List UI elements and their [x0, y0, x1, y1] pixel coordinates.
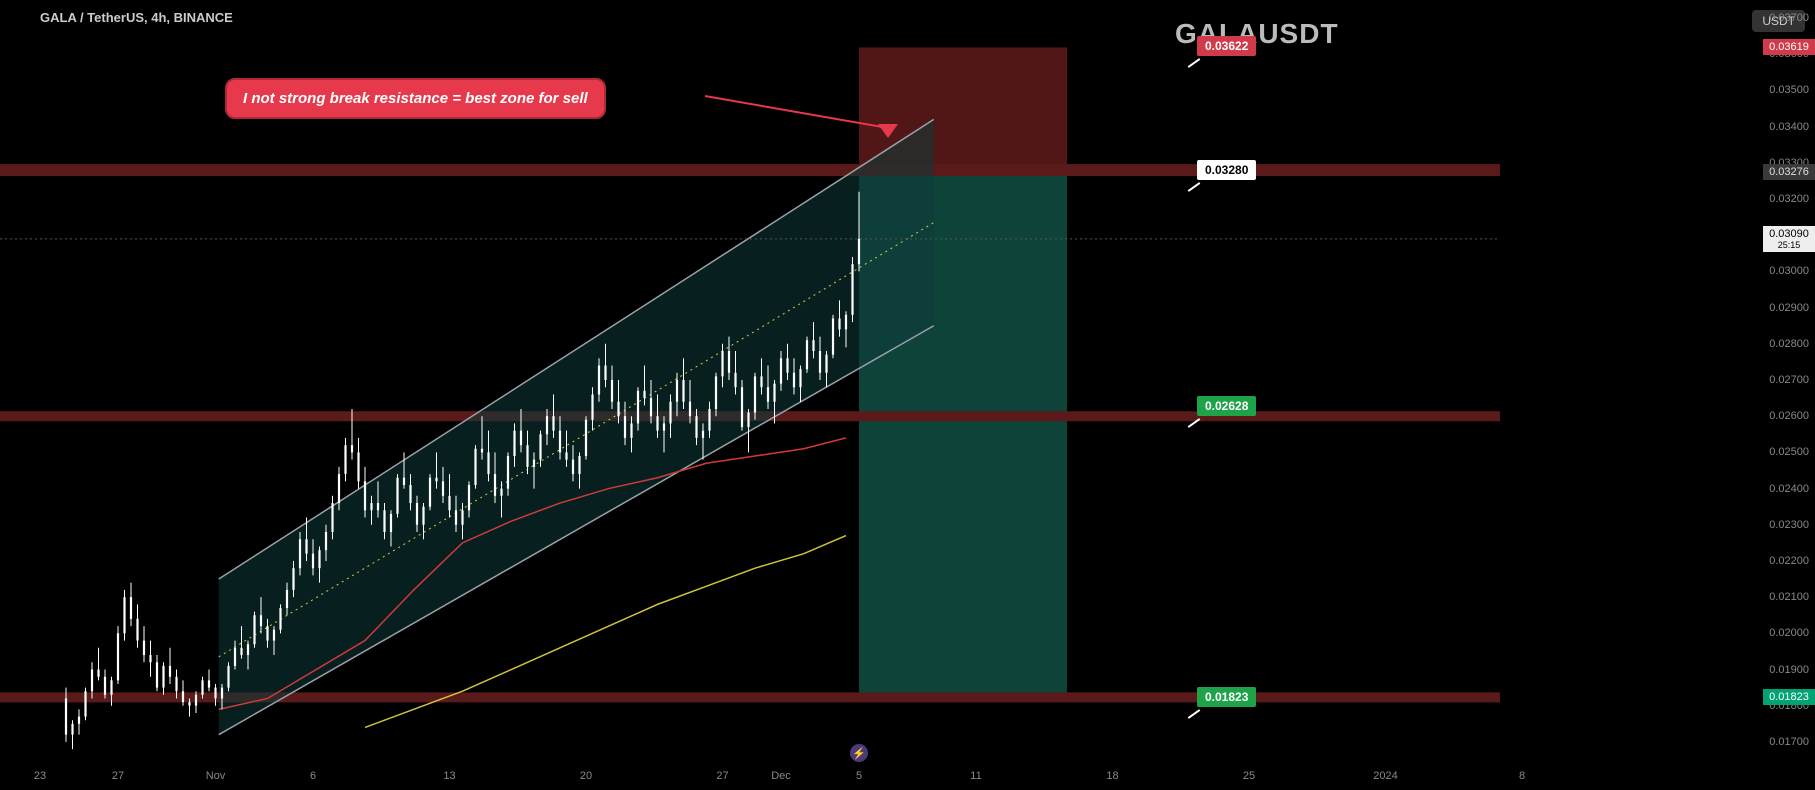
- axis-price-label: 0.0309025:15: [1763, 226, 1815, 252]
- y-tick: 0.02200: [1769, 555, 1809, 567]
- y-tick: 0.02400: [1769, 483, 1809, 495]
- x-tick: 18: [1106, 770, 1118, 782]
- x-tick: 13: [443, 770, 455, 782]
- x-axis[interactable]: 2327Nov6132027Dec511182520248⚡: [0, 760, 1500, 790]
- y-tick: 0.02100: [1769, 591, 1809, 603]
- axis-price-label: 0.01823: [1763, 689, 1815, 705]
- annotation-pointer-icon: [878, 124, 898, 138]
- chart-svg: [0, 0, 1500, 760]
- x-tick: 8: [1519, 770, 1525, 782]
- price-label[interactable]: 0.03622: [1197, 36, 1256, 56]
- x-tick: 5: [856, 770, 862, 782]
- x-tick: 27: [112, 770, 124, 782]
- chart-area[interactable]: [0, 0, 1500, 760]
- x-tick: 20: [580, 770, 592, 782]
- x-tick: Nov: [206, 770, 226, 782]
- axis-price-label: 0.03276: [1763, 164, 1815, 180]
- y-tick: 0.02600: [1769, 410, 1809, 422]
- y-tick: 0.03200: [1769, 193, 1809, 205]
- y-tick: 0.02000: [1769, 627, 1809, 639]
- annotation-callout[interactable]: I not strong break resistance = best zon…: [225, 78, 606, 119]
- price-label[interactable]: 0.01823: [1197, 687, 1256, 707]
- x-tick: 23: [34, 770, 46, 782]
- y-tick: 0.01700: [1769, 736, 1809, 748]
- price-label[interactable]: 0.03280: [1197, 160, 1256, 180]
- symbol-header: GALA / TetherUS, 4h, BINANCE: [40, 10, 233, 25]
- x-tick: 27: [716, 770, 728, 782]
- y-tick: 0.02300: [1769, 519, 1809, 531]
- y-tick: 0.02700: [1769, 374, 1809, 386]
- x-tick: 6: [310, 770, 316, 782]
- y-tick: 0.03500: [1769, 84, 1809, 96]
- y-tick: 0.03700: [1769, 12, 1809, 24]
- y-tick: 0.02800: [1769, 338, 1809, 350]
- y-tick: 0.02900: [1769, 302, 1809, 314]
- x-tick: 2024: [1373, 770, 1397, 782]
- y-axis[interactable]: 0.037000.036000.035000.034000.033000.032…: [1750, 0, 1815, 760]
- x-tick: 25: [1243, 770, 1255, 782]
- x-tick: 11: [970, 770, 981, 782]
- price-label[interactable]: 0.02628: [1197, 396, 1256, 416]
- y-tick: 0.01900: [1769, 664, 1809, 676]
- axis-price-label: 0.03619: [1763, 39, 1815, 55]
- y-tick: 0.02500: [1769, 446, 1809, 458]
- x-tick: Dec: [771, 770, 791, 782]
- y-tick: 0.03400: [1769, 121, 1809, 133]
- y-tick: 0.03000: [1769, 265, 1809, 277]
- replay-icon[interactable]: ⚡: [850, 744, 868, 762]
